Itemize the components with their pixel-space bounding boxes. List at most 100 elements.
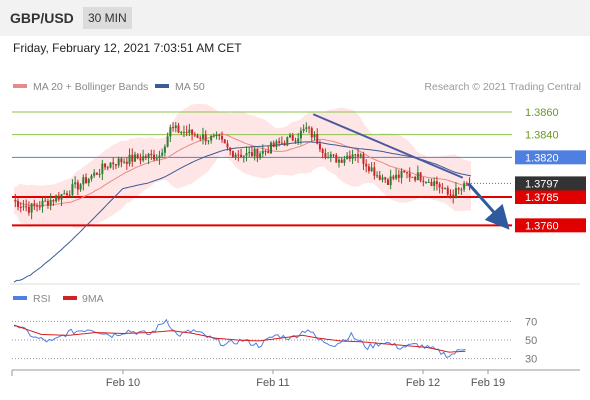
candle-body — [348, 155, 351, 159]
current-price-tag — [515, 176, 586, 191]
candle-body — [17, 201, 20, 207]
candle-body — [313, 134, 316, 138]
candle-body — [106, 167, 109, 169]
candle-body — [302, 128, 305, 131]
candle-body — [136, 154, 139, 159]
candle-body — [22, 206, 25, 208]
rsi-tick-label: 30 — [525, 354, 537, 366]
candle-body — [291, 135, 294, 141]
candle-body — [280, 142, 283, 144]
ma20-legend: MA 20 + Bollinger Bands — [33, 81, 148, 93]
candle-body — [357, 154, 360, 157]
candle-body — [414, 176, 417, 181]
level-label: 1.3840 — [525, 130, 559, 142]
ma9-line — [13, 324, 466, 353]
rsi-line — [13, 318, 466, 358]
candle-body — [46, 201, 49, 206]
candle-body — [242, 155, 245, 157]
candle-body — [74, 182, 77, 185]
candle-body — [76, 182, 79, 190]
candle-body — [71, 184, 74, 195]
candle-body — [172, 127, 175, 129]
candle-body — [57, 195, 60, 200]
candle-body — [272, 142, 275, 147]
candle-body — [226, 143, 229, 148]
rsi-legend-swatch — [13, 296, 27, 300]
candle-body — [36, 205, 39, 207]
candle-body — [308, 127, 311, 129]
candle-body — [169, 127, 172, 137]
x-tick-label: Feb 10 — [106, 377, 140, 389]
candle-body — [283, 142, 286, 146]
candle-body — [389, 176, 392, 186]
candle-body — [275, 141, 278, 147]
candle-body — [240, 154, 243, 157]
candle-body — [329, 154, 332, 157]
candle-body — [411, 176, 414, 178]
candle-body — [405, 172, 408, 174]
candle-body — [139, 158, 142, 161]
candle-body — [231, 151, 234, 158]
candle-body — [327, 156, 330, 158]
candle-body — [147, 153, 150, 158]
candle-body — [218, 134, 221, 136]
candle-body — [267, 150, 270, 154]
candle-body — [123, 161, 126, 163]
candle-body — [332, 154, 335, 156]
candle-body — [188, 129, 191, 134]
candle-body — [210, 135, 213, 141]
ma50-line — [13, 141, 472, 283]
candle-body — [376, 175, 379, 177]
candle-body — [310, 128, 313, 138]
ma9-legend: 9MA — [82, 293, 104, 305]
candle-body — [125, 161, 128, 164]
trendline — [312, 113, 464, 179]
level-tag — [515, 150, 586, 165]
candle-body — [229, 147, 232, 152]
candle-body — [253, 148, 256, 157]
candle-body — [416, 172, 419, 181]
current-price-label: 1.3797 — [525, 178, 559, 190]
candle-body — [117, 158, 120, 166]
candle-body — [335, 154, 338, 163]
candle-body — [316, 134, 319, 144]
candle-body — [128, 154, 131, 164]
candle-body — [109, 162, 112, 168]
candle-body — [114, 164, 117, 166]
projection-arrow — [467, 182, 510, 230]
candle-body — [223, 139, 226, 144]
candle-body — [60, 194, 63, 200]
candle-body — [438, 184, 441, 188]
ma20-legend-swatch — [13, 84, 27, 88]
candle-body — [63, 193, 66, 195]
level-label: 1.3860 — [525, 107, 559, 119]
candle-body — [392, 176, 395, 179]
candle-body — [68, 194, 71, 196]
candle-body — [305, 127, 308, 129]
candle-body — [245, 153, 248, 156]
candle-body — [163, 146, 166, 153]
candle-body — [90, 175, 93, 179]
candle-body — [365, 163, 368, 167]
candle-body — [182, 131, 185, 133]
candle-body — [155, 158, 158, 160]
candle-body — [38, 206, 41, 208]
candle-body — [408, 173, 411, 178]
candle-body — [264, 150, 267, 152]
candle-body — [177, 125, 180, 133]
candle-body — [201, 134, 204, 139]
candle-body — [153, 154, 156, 160]
candle-body — [463, 183, 466, 190]
candle-body — [150, 153, 153, 155]
candle-body — [52, 200, 55, 202]
candle-body — [65, 193, 68, 196]
timeframe-badge[interactable]: 30 MIN — [83, 7, 132, 29]
candle-body — [346, 155, 349, 160]
candle-body — [457, 188, 460, 190]
rsi-tick-label: 50 — [525, 335, 537, 347]
candle-body — [180, 131, 183, 133]
candle-body — [27, 206, 30, 213]
candle-body — [465, 183, 468, 185]
candle-body — [370, 167, 373, 171]
